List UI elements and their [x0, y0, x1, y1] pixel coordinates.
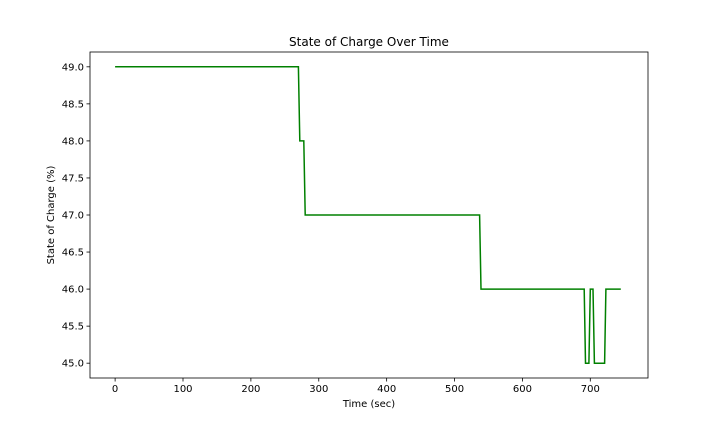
x-axis-label: Time (sec) [342, 399, 395, 410]
x-tick-label: 400 [377, 384, 396, 395]
y-axis-ticks: 45.0 45.5 46.0 46.5 47.0 47.5 48.0 48.5 49.0 [62, 62, 90, 370]
x-tick-label: 100 [173, 384, 192, 395]
x-tick-label: 700 [581, 384, 600, 395]
series-layer [115, 66, 621, 364]
y-tick-label: 46.0 [62, 285, 84, 296]
x-tick-label: 300 [309, 384, 328, 395]
y-tick-label: 47.0 [62, 211, 84, 222]
y-tick-label: 48.0 [62, 136, 84, 147]
x-tick-label: 500 [445, 384, 464, 395]
y-tick-label: 49.0 [62, 62, 84, 73]
x-tick-label: 0 [112, 384, 118, 395]
y-tick-label: 45.5 [62, 322, 84, 333]
y-axis-label: State of Charge (%) [46, 165, 57, 264]
soc-series-line [115, 66, 621, 364]
y-tick-label: 45.0 [62, 359, 84, 370]
y-tick-label: 47.5 [62, 173, 84, 184]
x-tick-label: 600 [513, 384, 532, 395]
x-axis-ticks: 0 100 200 300 400 500 600 700 [112, 378, 600, 395]
chart-title: State of Charge Over Time [289, 35, 449, 49]
plot-area-frame [89, 51, 649, 379]
x-tick-label: 200 [241, 384, 260, 395]
y-tick-label: 46.5 [62, 248, 84, 259]
y-tick-label: 48.5 [62, 99, 84, 110]
